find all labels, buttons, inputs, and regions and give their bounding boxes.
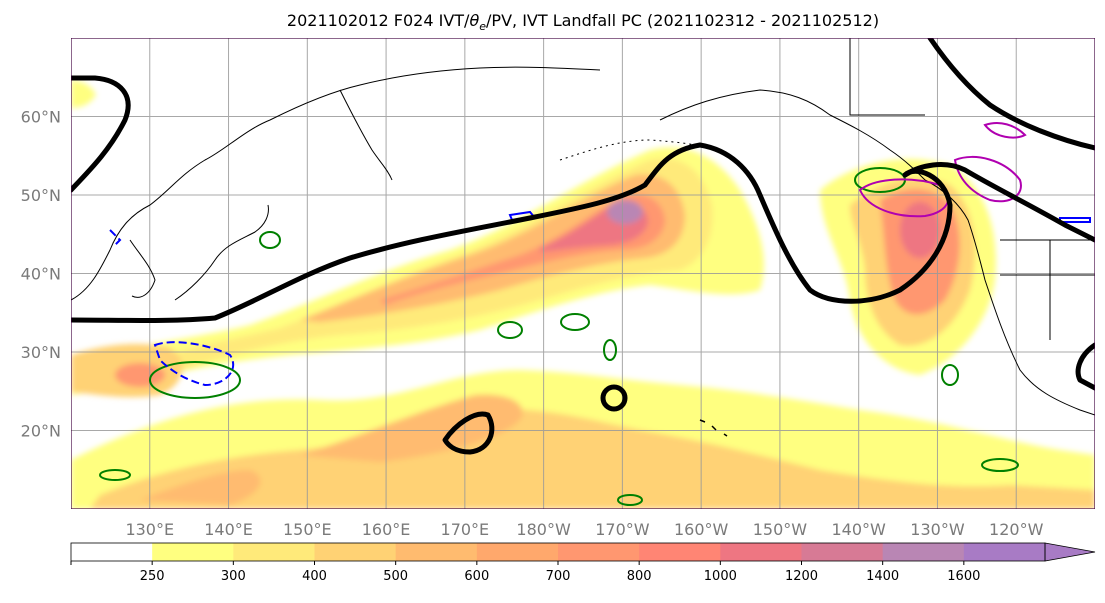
colorbar-segment [639,543,721,561]
colorbar-tick-label: 1400 [866,569,899,584]
pv-contours [99,167,1091,506]
colorbar-segment [233,543,315,561]
chart-title: 2021102012 F024 IVT/θe/PV, IVT Landfall … [287,11,879,33]
colorbar-segment [314,543,397,561]
colorbar-segment [395,543,478,561]
pv-pos-6 [981,458,1019,472]
pv-pos-4 [603,339,617,361]
lon-tick-label: 160°E [362,520,411,539]
coast-asia [71,66,601,301]
coast-kamchatka [339,89,393,181]
colorbar-segment [801,543,884,561]
ivt-shading [71,80,1095,509]
lon-tick-label: 180°W [516,520,571,539]
pv-pos-7 [99,469,131,481]
theta-e-east [1075,342,1095,391]
coast-alaska [659,89,926,181]
theta-e-north [927,38,1095,151]
colorbar-tick-label: 700 [546,569,571,584]
theta-e-loop1 [442,411,495,455]
colorbar-segments [71,543,1046,561]
coast-korea [129,239,156,298]
theta-e-ne [902,162,1095,243]
colorbar-tick-label: 1600 [947,569,980,584]
colorbar-tick-label: 300 [221,569,246,584]
lat-tick-label: 40°N [21,265,61,284]
colorbar-tick-label: 800 [627,569,652,584]
pc-3 [983,122,1027,139]
pv-neg-2 [109,229,122,246]
colorbar-extend-arrow [1044,542,1096,562]
lon-axis: 130°E 140°E 150°E 160°E 170°E 180°W 170°W 160°W… [125,520,1043,539]
colorbar-segment [558,543,640,561]
pv-neg-1 [153,341,235,387]
colorbar-segment [71,543,153,561]
map-area [71,38,1095,509]
colorbar-segment [882,543,965,561]
theta-e-kam [71,75,131,193]
lon-tick-label: 130°W [910,520,965,539]
pv-pos-9 [941,364,959,386]
ivt-band-500 [300,174,685,322]
ivt-south-400 [90,409,1095,509]
pv-pos-2 [560,313,590,331]
hawaii [699,419,728,437]
theta-e-contours [71,38,1095,455]
pv-pos-1 [149,361,241,399]
colorbar-tick-label: 500 [383,569,408,584]
colorbar-tick-label: 600 [464,569,489,584]
pv-pos-10 [617,494,643,506]
ivt-max-1400 [607,200,643,224]
pv-pos-8 [259,231,281,249]
lon-tick-label: 130°E [125,520,174,539]
colorbar-tick-label: 1200 [785,569,818,584]
lat-tick-label: 30°N [21,343,61,362]
pv-pos-3 [497,321,523,339]
ivt-ne-1000 [900,202,940,258]
lat-axis: 60°N 50°N 40°N 30°N 20°N [21,108,61,441]
colorbar-ticks: 250 300 400 500 600 700 800 1000 1200 1400 1600 [70,561,980,584]
theta-e-main [71,142,953,323]
state-lines [1000,239,1095,340]
gridlines [71,38,1095,509]
lon-tick-label: 150°E [283,520,332,539]
coast-na-west [924,179,1095,416]
ivt-taiwan-core [115,363,165,387]
lat-tick-label: 20°N [21,422,61,441]
coast-japan [174,204,269,301]
lon-tick-label: 120°W [989,520,1044,539]
colorbar-segment [720,543,802,561]
ivt-south-700b [140,470,261,505]
lon-tick-label: 140°W [832,520,887,539]
ivt-south-600 [300,394,523,462]
lon-tick-label: 160°W [674,520,729,539]
colorbar-tick-label: 250 [140,569,165,584]
lon-tick-label: 170°E [441,520,490,539]
colorbar: 250 300 400 500 600 700 800 1000 1200 1400 1600 [70,542,1096,584]
coastlines [71,38,1095,437]
colorbar-segment [476,543,559,561]
colorbar-tick-label: 400 [302,569,327,584]
lon-tick-label: 170°W [595,520,650,539]
lat-tick-label: 60°N [21,108,61,127]
theta-e-loop2 [600,384,628,412]
colorbar-tick-label: 1000 [704,569,737,584]
lon-tick-label: 140°E [204,520,253,539]
lat-tick-label: 50°N [21,186,61,205]
colorbar-segment [152,543,234,561]
na-border [849,38,925,116]
colorbar-segment [963,543,1046,561]
lon-tick-label: 150°W [753,520,808,539]
